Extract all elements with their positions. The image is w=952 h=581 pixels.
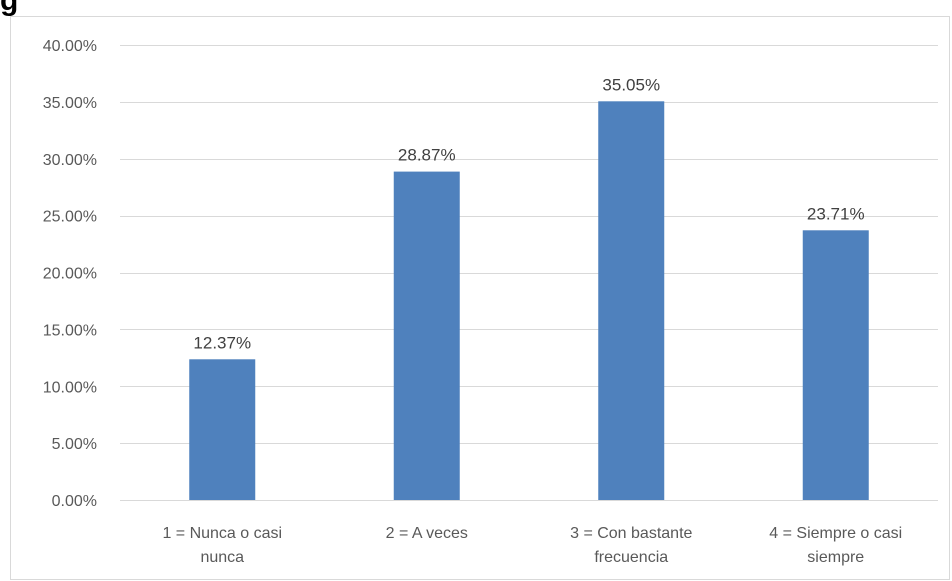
x-tick-label: siempre (807, 549, 864, 566)
x-tick-label: 3 = Con bastante (570, 525, 692, 542)
y-tick-label: 20.00% (43, 266, 97, 283)
x-tick-label: 4 = Siempre o casi (769, 525, 902, 542)
x-tick-label: 1 = Nunca o casi (162, 525, 282, 542)
y-tick-label: 10.00% (43, 379, 97, 396)
data-labels: 12.37% 28.87% 35.05% 23.71% (193, 75, 864, 352)
chart-frame (10, 16, 950, 580)
y-tick-label: 15.00% (43, 322, 97, 339)
x-tick-label: 2 = A veces (386, 525, 468, 542)
bar (189, 359, 256, 500)
bars (189, 101, 869, 501)
x-axis-tick-labels: 1 = Nunca o casi nunca 2 = A veces 3 = Con … (162, 525, 902, 566)
x-tick-label: nunca (200, 549, 244, 566)
data-label: 23.71% (807, 204, 865, 223)
data-label: 12.37% (193, 333, 251, 352)
bar (802, 230, 869, 500)
y-tick-label: 5.00% (52, 436, 97, 453)
page-heading-fragment: g (0, 0, 19, 17)
y-tick-label: 35.00% (43, 95, 97, 112)
y-tick-label: 0.00% (52, 493, 97, 510)
y-tick-label: 25.00% (43, 209, 97, 226)
gridlines (120, 45, 938, 501)
bar (598, 101, 665, 501)
y-tick-label: 40.00% (43, 38, 97, 55)
y-tick-label: 30.00% (43, 152, 97, 169)
data-label: 28.87% (398, 146, 456, 165)
data-label: 35.05% (602, 75, 660, 94)
x-tick-label: frecuencia (594, 549, 668, 566)
bar (393, 171, 460, 500)
y-axis-tick-labels: 0.00% 5.00% 10.00% 15.00% 20.00% 25.00% 30.00%… (43, 38, 97, 510)
